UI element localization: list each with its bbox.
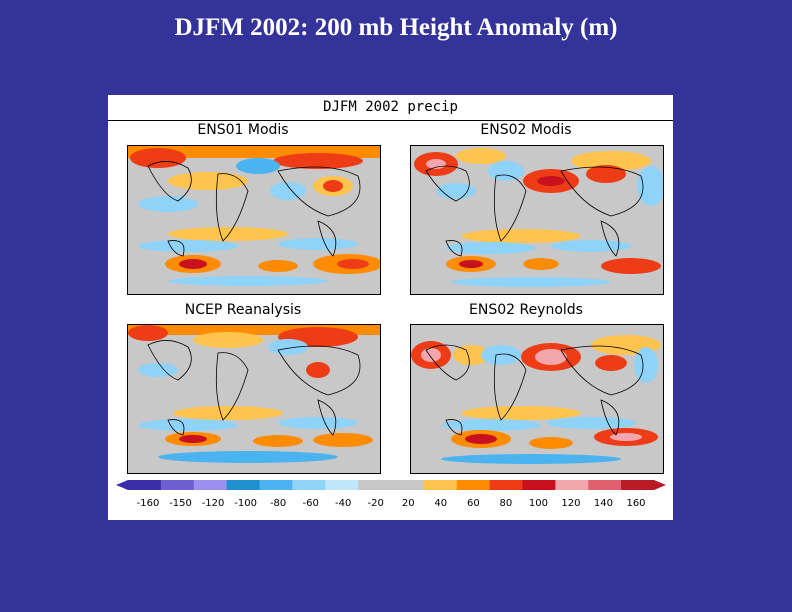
colorbar-swatch xyxy=(588,480,622,490)
colorbar-arrow-right xyxy=(654,480,666,490)
colorbar-tick-label: -60 xyxy=(302,498,319,509)
colorbar-tick-label: 60 xyxy=(466,498,480,509)
colorbar-tick-label: 100 xyxy=(528,498,548,509)
colorbar xyxy=(116,480,666,490)
colorbar-swatch xyxy=(292,480,326,490)
colorbar-tick-label: 20 xyxy=(401,498,415,509)
colorbar-swatch xyxy=(259,480,293,490)
colorbar-swatch xyxy=(423,480,458,490)
figure-panel: DJFM 2002 precip ENS01 Modis ENS02 Modis… xyxy=(108,95,673,520)
colorbar-swatch xyxy=(358,480,392,490)
map-ens02-reynolds xyxy=(410,324,664,474)
colorbar-swatch xyxy=(160,480,195,490)
colorbar-tick-label: -20 xyxy=(367,498,384,509)
map-ncep-reanalysis xyxy=(127,324,381,474)
figure-title: DJFM 2002 precip xyxy=(108,95,673,121)
colorbar-swatch xyxy=(128,480,162,490)
colorbar-swatch xyxy=(621,480,655,490)
panel-label-ncep-reanalysis: NCEP Reanalysis xyxy=(184,302,302,318)
panel-label-ens02-modis: ENS02 Modis xyxy=(480,122,572,138)
colorbar-tick-label: 80 xyxy=(499,498,513,509)
colorbar-swatch xyxy=(456,480,491,490)
slide-title: DJFM 2002: 200 mb Height Anomaly (m) xyxy=(174,14,618,41)
colorbar-tick-label: 120 xyxy=(561,498,581,509)
colorbar-swatch xyxy=(391,480,425,490)
panel-label-ens02-reynolds: ENS02 Reynolds xyxy=(469,302,583,318)
colorbar-tick-label: -150 xyxy=(169,498,192,509)
colorbar-tick-label: -80 xyxy=(269,498,287,509)
colorbar-tick-label: 160 xyxy=(626,498,646,509)
colorbar-swatch xyxy=(489,480,523,490)
map-ens02-modis xyxy=(410,145,664,295)
colorbar-tick-label: -160 xyxy=(136,498,160,509)
colorbar-tick-label: 140 xyxy=(593,498,613,509)
colorbar-swatch xyxy=(193,480,228,490)
colorbar-swatch xyxy=(555,480,589,490)
colorbar-arrow-left xyxy=(116,480,128,490)
map-ens01-modis xyxy=(127,145,381,295)
colorbar-swatch xyxy=(522,480,556,490)
panel-label-ens01-modis: ENS01 Modis xyxy=(197,122,289,138)
colorbar-tick-label: -40 xyxy=(335,498,352,509)
colorbar-swatch xyxy=(325,480,359,490)
colorbar-tick-label: 40 xyxy=(434,498,448,509)
colorbar-swatch xyxy=(226,480,260,490)
colorbar-tick-label: -120 xyxy=(201,498,225,509)
colorbar-tick-label: -100 xyxy=(234,498,257,509)
